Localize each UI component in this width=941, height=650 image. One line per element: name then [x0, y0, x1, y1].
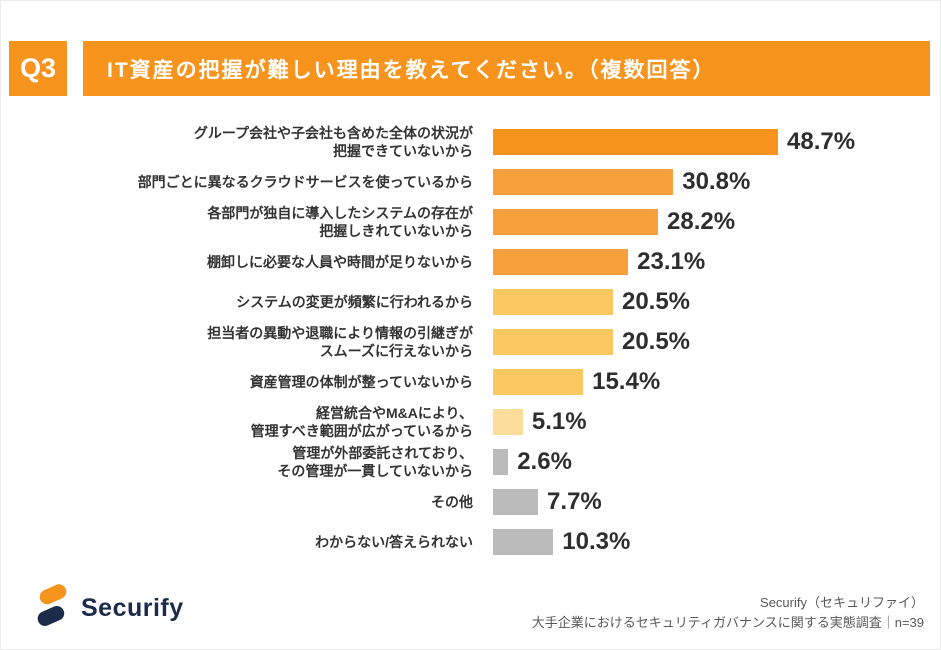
bar [493, 369, 584, 395]
chart-row: 担当者の異動や退職により情報の引継ぎが スムーズに行えないから 20.5% [11, 322, 930, 362]
category-label: システムの変更が頻繁に行われるから [236, 293, 473, 310]
bar-track: 48.7% [493, 128, 930, 156]
bar [493, 169, 674, 195]
brand-name: Securify [81, 594, 184, 622]
category-label: 経営統合やM&Aにより、 管理すべき範囲が広がっているから [250, 404, 473, 439]
value-label: 15.4% [592, 368, 661, 395]
value-label: 20.5% [621, 288, 691, 315]
bar-track: 7.7% [493, 488, 930, 516]
bar-track: 30.8% [493, 168, 930, 196]
value-label: 30.8% [682, 168, 751, 195]
source-line-2: 大手企業におけるセキュリティガバナンスに関する実態調査｜n=39 [531, 614, 924, 630]
chart-row: わからない/答えられない 10.3% [11, 522, 930, 562]
source-line-1: Securify（セキュリファイ） [760, 594, 924, 610]
value-label: 7.7% [547, 488, 602, 515]
value-label: 20.5% [621, 328, 691, 355]
chart-row: グループ会社や子会社も含めた全体の状況が 把握できていないから 48.7% [11, 122, 930, 162]
value-label: 48.7% [787, 128, 856, 155]
bar [493, 249, 629, 275]
bar [493, 289, 613, 315]
value-label: 23.1% [637, 248, 706, 275]
category-label: 部門ごとに異なるクラウドサービスを使っているから [137, 173, 473, 190]
bar [493, 529, 554, 555]
value-label: 10.3% [562, 528, 631, 555]
category-label: 担当者の異動や退職により情報の引継ぎが スムーズに行えないから [207, 324, 473, 359]
bar [493, 449, 509, 475]
category-label: 各部門が独自に導入したシステムの存在が 把握しきれていないから [207, 204, 473, 239]
bar-track: 10.3% [493, 528, 930, 556]
source-note: Securify（セキュリファイ） 大手企業におけるセキュリティガバナンスに関す… [532, 593, 924, 633]
question-title: IT資産の把握が難しい理由を教えてください。（複数回答） [83, 41, 930, 96]
brand: Securify [33, 584, 184, 633]
bar [493, 409, 523, 435]
bar-track: 23.1% [493, 248, 930, 276]
bar [493, 329, 613, 355]
category-label: その他 [431, 493, 473, 510]
chart-row: 各部門が独自に導入したシステムの存在が 把握しきれていないから 28.2% [11, 202, 930, 242]
bar-track: 2.6% [493, 448, 930, 476]
category-label: 管理が外部委託されており、 その管理が一貫していないから [277, 444, 473, 479]
bar [493, 489, 539, 515]
bar-track: 5.1% [493, 408, 930, 436]
chart-row: 棚卸しに必要な人員や時間が足りないから 23.1% [11, 242, 930, 282]
chart-row: システムの変更が頻繁に行われるから 20.5% [11, 282, 930, 322]
chart-row: 資産管理の体制が整っていないから 15.4% [11, 362, 930, 402]
question-header: Q3 IT資産の把握が難しい理由を教えてください。（複数回答） [9, 41, 930, 96]
footer: Securify Securify（セキュリファイ） 大手企業におけるセキュリテ… [33, 584, 924, 633]
chart-row: その他 7.7% [11, 482, 930, 522]
value-label: 5.1% [531, 408, 587, 435]
bar-track: 20.5% [493, 328, 930, 356]
category-label: わからない/答えられない [315, 533, 473, 550]
bar-track: 20.5% [493, 288, 930, 316]
question-number-badge: Q3 [9, 41, 67, 96]
chart-row: 管理が外部委託されており、 その管理が一貫していないから 2.6% [11, 442, 930, 482]
category-label: グループ会社や子会社も含めた全体の状況が 把握できていないから [193, 124, 473, 159]
bar-track: 28.2% [493, 208, 930, 236]
securify-logo-icon [33, 584, 71, 633]
bar-track: 15.4% [493, 368, 930, 396]
category-label: 棚卸しに必要な人員や時間が足りないから [207, 253, 473, 270]
value-label: 28.2% [667, 208, 736, 235]
chart-row: 部門ごとに異なるクラウドサービスを使っているから 30.8% [11, 162, 930, 202]
bar [493, 129, 778, 155]
category-label: 資産管理の体制が整っていないから [249, 373, 473, 390]
value-label: 2.6% [517, 448, 572, 475]
bar-chart: グループ会社や子会社も含めた全体の状況が 把握できていないから 48.7% 部門ごと… [11, 122, 930, 562]
chart-row: 経営統合やM&Aにより、 管理すべき範囲が広がっているから 5.1% [11, 402, 930, 442]
bar [493, 209, 659, 235]
